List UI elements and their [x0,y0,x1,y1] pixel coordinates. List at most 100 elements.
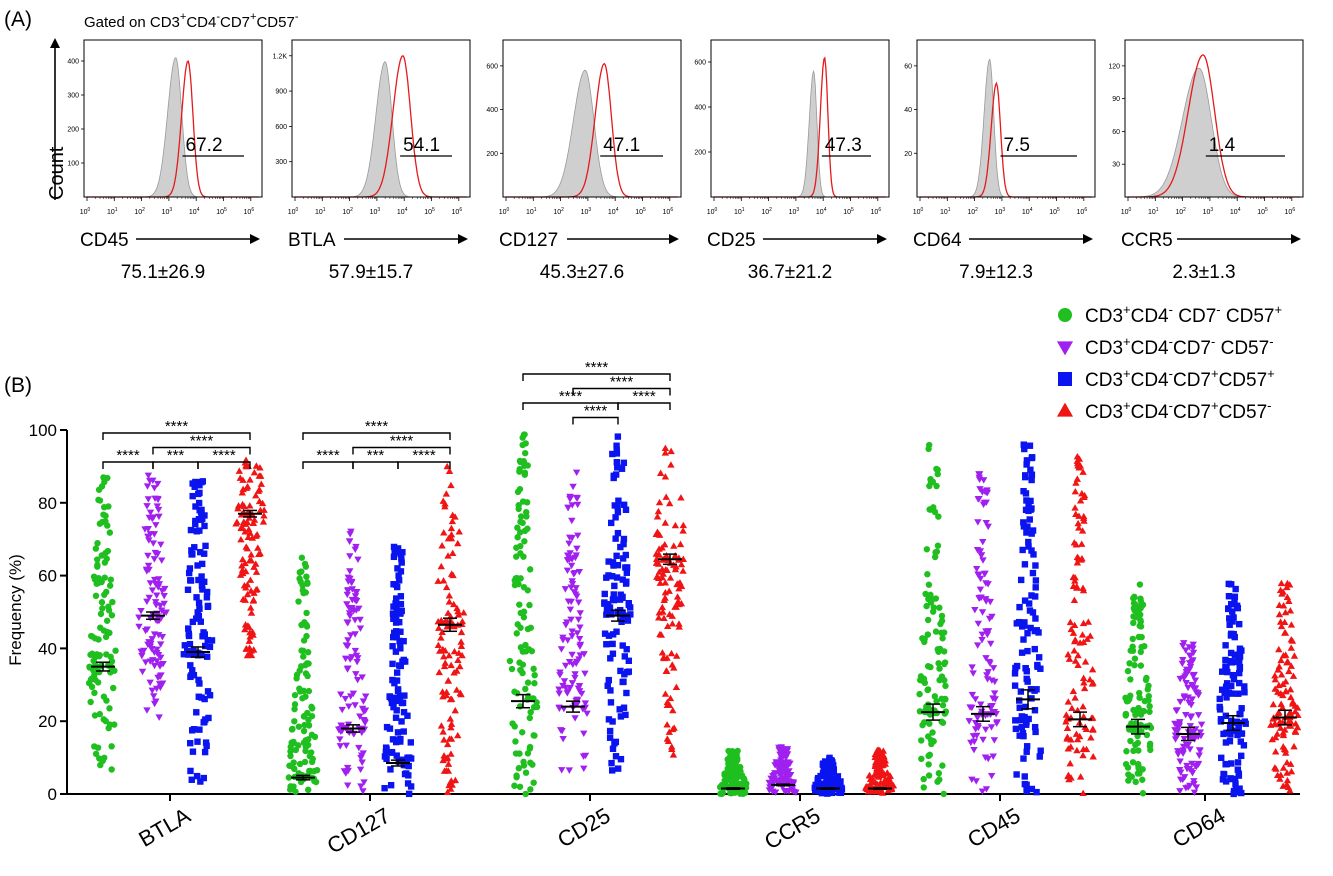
data-point [304,786,312,794]
data-point [206,643,214,651]
legend-item: CD3+CD4- CD7- CD57+ [1058,302,1282,327]
x-tick-label: 102 [134,207,145,216]
data-point [95,579,102,587]
data-point [291,701,299,708]
data-point [927,475,934,483]
data-point [982,596,990,603]
data-point [981,754,990,761]
data-point [619,642,626,649]
data-point [298,554,306,561]
data-point [361,707,370,714]
data-point [398,607,405,615]
series-3-mean-sem [1221,714,1245,732]
data-point [671,552,679,559]
data-point [442,490,451,497]
data-point [1021,445,1028,453]
data-point [247,609,256,616]
data-point [773,759,781,767]
data-point [1240,742,1248,749]
data-point [932,628,940,635]
data-point [255,550,263,558]
data-point [935,513,942,520]
data-point [252,491,260,499]
data-point [611,502,618,509]
data-point [148,687,156,695]
data-point [1287,621,1296,628]
data-point [1023,787,1030,795]
data-point [1182,711,1190,719]
data-point [295,742,302,749]
data-point [394,545,402,552]
data-point [609,650,617,657]
data-point [305,716,312,724]
data-point [617,543,624,551]
data-point [1285,597,1293,605]
data-point [1071,504,1079,511]
data-point [437,562,445,570]
data-point [573,501,582,509]
data-point [566,496,574,503]
data-point [1073,475,1082,482]
data-point [391,548,398,556]
data-point [291,718,298,725]
data-point [1127,676,1134,683]
x-tick-label: 104 [397,207,408,216]
summary-value: 36.7±21.2 [748,262,832,283]
data-point [304,709,311,717]
data-point [654,507,663,515]
data-point [439,645,447,653]
data-point [1063,724,1072,731]
data-point [879,789,887,796]
data-point [249,597,257,604]
data-point [1011,670,1019,677]
data-point [933,482,940,490]
data-point [1021,473,1029,481]
data-point [722,776,729,783]
y-tick-label: 100 [29,421,57,440]
data-point [527,786,534,793]
bracket [397,461,451,469]
data-point [1137,604,1144,612]
data-point [661,449,670,456]
data-point [969,670,977,677]
data-point [400,728,407,735]
data-point [1034,663,1041,670]
data-point [1026,607,1034,614]
data-point [934,646,941,653]
data-point [670,664,678,671]
data-point [663,566,671,573]
data-point [241,559,249,567]
data-point [1226,737,1234,745]
data-point [248,534,257,541]
data-point [931,693,939,700]
data-point [987,772,996,780]
data-point [625,657,633,664]
data-point [967,739,975,747]
data-point [198,478,205,486]
data-point [145,594,153,602]
data-point [519,661,527,668]
data-point [652,550,660,557]
data-point [1072,730,1081,737]
data-point [1229,608,1236,615]
data-point [662,493,670,500]
data-point [241,596,249,603]
data-point [1222,656,1229,664]
data-point [524,625,532,633]
x-tick-label: 102 [553,207,564,216]
data-point [343,601,351,608]
data-point [1225,593,1233,600]
data-point [1139,776,1146,783]
data-point [344,637,352,644]
control-histogram [506,69,678,198]
data-point [618,465,626,472]
data-point [1124,697,1132,705]
data-point [1186,723,1195,730]
data-point [1031,707,1039,714]
data-point [566,685,574,692]
data-point [1017,688,1025,695]
data-point [609,559,617,566]
